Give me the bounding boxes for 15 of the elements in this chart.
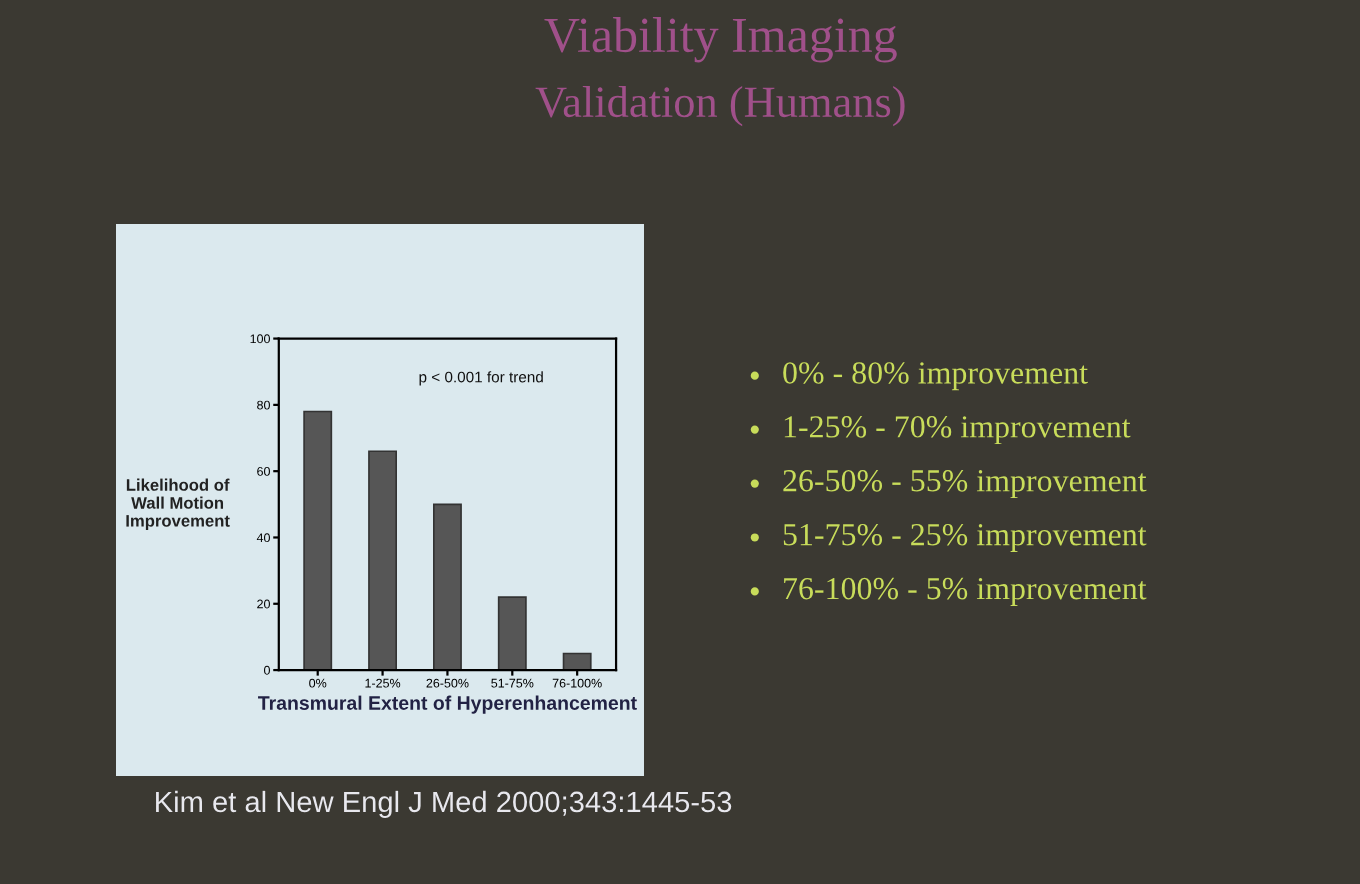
bar: [368, 450, 398, 671]
x-axis-title: Transmural Extent of Hyperenhancement: [258, 695, 637, 714]
text: 0% - 80% improvement: [783, 362, 1088, 391]
text: 26-50% - 55% improvement: [783, 469, 1147, 499]
bar: [562, 652, 592, 671]
text: 76-100% - 5% improvement: [784, 577, 1147, 606]
bar: [497, 596, 527, 671]
bar: [303, 410, 333, 671]
text: Kim et al New Engl J Med 2000;343:1445-53: [156, 790, 732, 819]
text: Viability Imaging: [544, 17, 897, 63]
y-axis-title: Likelihood of Wall Motion Improvement: [126, 478, 230, 531]
text: 1-25% - 70% improvement: [784, 416, 1131, 445]
text: 51-75% - 25% improvement: [783, 523, 1147, 552]
text: Validation (Humans): [535, 85, 905, 127]
bar: [432, 503, 462, 671]
